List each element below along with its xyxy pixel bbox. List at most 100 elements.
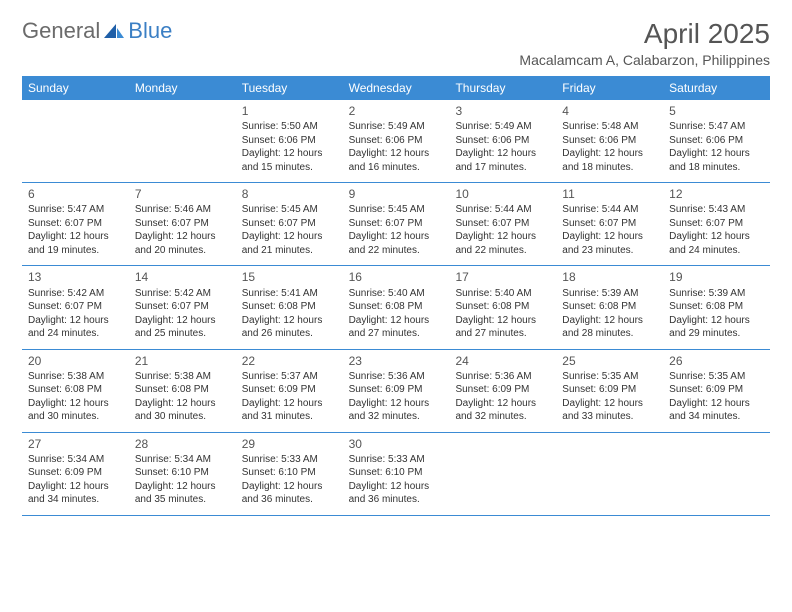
- day-number: 25: [562, 353, 657, 369]
- day-info-line: Sunrise: 5:35 AM: [562, 370, 657, 384]
- day-cell: 25Sunrise: 5:35 AMSunset: 6:09 PMDayligh…: [556, 350, 663, 432]
- day-info-line: Daylight: 12 hours: [242, 147, 337, 161]
- day-info-line: and 15 minutes.: [242, 161, 337, 175]
- day-cell: 2Sunrise: 5:49 AMSunset: 6:06 PMDaylight…: [343, 100, 450, 182]
- day-info-line: and 33 minutes.: [562, 410, 657, 424]
- day-cell: [449, 433, 556, 515]
- week-row: 6Sunrise: 5:47 AMSunset: 6:07 PMDaylight…: [22, 183, 770, 266]
- week-row: 27Sunrise: 5:34 AMSunset: 6:09 PMDayligh…: [22, 433, 770, 516]
- weekday-header-cell: Tuesday: [236, 76, 343, 100]
- day-info-line: Sunrise: 5:47 AM: [28, 203, 123, 217]
- day-info-line: Daylight: 12 hours: [349, 147, 444, 161]
- day-info-line: Daylight: 12 hours: [669, 230, 764, 244]
- header: General Blue April 2025 Macalamcam A, Ca…: [22, 18, 770, 68]
- day-info-line: Sunset: 6:07 PM: [455, 217, 550, 231]
- day-cell: 29Sunrise: 5:33 AMSunset: 6:10 PMDayligh…: [236, 433, 343, 515]
- day-info-line: Sunset: 6:06 PM: [562, 134, 657, 148]
- day-cell: 10Sunrise: 5:44 AMSunset: 6:07 PMDayligh…: [449, 183, 556, 265]
- day-info-line: Sunset: 6:08 PM: [28, 383, 123, 397]
- day-info-line: Daylight: 12 hours: [28, 480, 123, 494]
- day-info-line: and 28 minutes.: [562, 327, 657, 341]
- day-info-line: Daylight: 12 hours: [455, 230, 550, 244]
- day-cell: 30Sunrise: 5:33 AMSunset: 6:10 PMDayligh…: [343, 433, 450, 515]
- day-info-line: and 25 minutes.: [135, 327, 230, 341]
- day-info-line: Sunrise: 5:38 AM: [28, 370, 123, 384]
- day-cell: 28Sunrise: 5:34 AMSunset: 6:10 PMDayligh…: [129, 433, 236, 515]
- day-info-line: Daylight: 12 hours: [349, 230, 444, 244]
- day-info-line: Sunrise: 5:38 AM: [135, 370, 230, 384]
- day-number: 23: [349, 353, 444, 369]
- day-number: 9: [349, 186, 444, 202]
- day-cell: 23Sunrise: 5:36 AMSunset: 6:09 PMDayligh…: [343, 350, 450, 432]
- weekday-header-cell: Friday: [556, 76, 663, 100]
- day-info-line: Sunrise: 5:42 AM: [135, 287, 230, 301]
- day-cell: 12Sunrise: 5:43 AMSunset: 6:07 PMDayligh…: [663, 183, 770, 265]
- day-number: 24: [455, 353, 550, 369]
- day-cell: 11Sunrise: 5:44 AMSunset: 6:07 PMDayligh…: [556, 183, 663, 265]
- day-cell: [22, 100, 129, 182]
- day-info-line: and 20 minutes.: [135, 244, 230, 258]
- logo-text-general: General: [22, 18, 100, 44]
- weeks-container: 1Sunrise: 5:50 AMSunset: 6:06 PMDaylight…: [22, 100, 770, 516]
- day-number: 26: [669, 353, 764, 369]
- day-number: 4: [562, 103, 657, 119]
- day-info-line: Daylight: 12 hours: [28, 230, 123, 244]
- week-row: 1Sunrise: 5:50 AMSunset: 6:06 PMDaylight…: [22, 100, 770, 183]
- day-info-line: Daylight: 12 hours: [135, 397, 230, 411]
- day-info-line: Sunrise: 5:39 AM: [562, 287, 657, 301]
- day-info-line: and 29 minutes.: [669, 327, 764, 341]
- day-info-line: Sunset: 6:06 PM: [669, 134, 764, 148]
- day-number: 22: [242, 353, 337, 369]
- day-info-line: Sunset: 6:09 PM: [562, 383, 657, 397]
- day-info-line: Sunrise: 5:39 AM: [669, 287, 764, 301]
- day-info-line: Sunset: 6:08 PM: [455, 300, 550, 314]
- location-text: Macalamcam A, Calabarzon, Philippines: [519, 52, 770, 68]
- day-info-line: Sunrise: 5:37 AM: [242, 370, 337, 384]
- day-cell: 18Sunrise: 5:39 AMSunset: 6:08 PMDayligh…: [556, 266, 663, 348]
- day-info-line: Sunset: 6:10 PM: [242, 466, 337, 480]
- day-info-line: Daylight: 12 hours: [242, 230, 337, 244]
- day-cell: 4Sunrise: 5:48 AMSunset: 6:06 PMDaylight…: [556, 100, 663, 182]
- day-cell: 6Sunrise: 5:47 AMSunset: 6:07 PMDaylight…: [22, 183, 129, 265]
- day-number: 29: [242, 436, 337, 452]
- logo: General Blue: [22, 18, 172, 44]
- day-cell: [556, 433, 663, 515]
- day-info-line: Daylight: 12 hours: [669, 314, 764, 328]
- day-number: 12: [669, 186, 764, 202]
- day-info-line: and 22 minutes.: [349, 244, 444, 258]
- day-info-line: and 19 minutes.: [28, 244, 123, 258]
- day-cell: 7Sunrise: 5:46 AMSunset: 6:07 PMDaylight…: [129, 183, 236, 265]
- day-info-line: Sunset: 6:10 PM: [349, 466, 444, 480]
- day-info-line: and 36 minutes.: [242, 493, 337, 507]
- day-info-line: and 27 minutes.: [455, 327, 550, 341]
- day-info-line: Sunset: 6:07 PM: [562, 217, 657, 231]
- day-info-line: Sunset: 6:09 PM: [28, 466, 123, 480]
- day-info-line: Sunrise: 5:45 AM: [349, 203, 444, 217]
- day-info-line: Daylight: 12 hours: [349, 397, 444, 411]
- weekday-header-row: SundayMondayTuesdayWednesdayThursdayFrid…: [22, 76, 770, 100]
- day-info-line: and 30 minutes.: [135, 410, 230, 424]
- day-number: 18: [562, 269, 657, 285]
- day-number: 11: [562, 186, 657, 202]
- day-cell: 21Sunrise: 5:38 AMSunset: 6:08 PMDayligh…: [129, 350, 236, 432]
- day-cell: 8Sunrise: 5:45 AMSunset: 6:07 PMDaylight…: [236, 183, 343, 265]
- day-info-line: Daylight: 12 hours: [135, 314, 230, 328]
- day-number: 5: [669, 103, 764, 119]
- day-info-line: Sunset: 6:07 PM: [135, 300, 230, 314]
- day-cell: 27Sunrise: 5:34 AMSunset: 6:09 PMDayligh…: [22, 433, 129, 515]
- day-number: 30: [349, 436, 444, 452]
- day-info-line: Sunset: 6:09 PM: [242, 383, 337, 397]
- day-info-line: Daylight: 12 hours: [242, 480, 337, 494]
- day-cell: 19Sunrise: 5:39 AMSunset: 6:08 PMDayligh…: [663, 266, 770, 348]
- day-info-line: Sunrise: 5:33 AM: [349, 453, 444, 467]
- day-info-line: Sunrise: 5:36 AM: [455, 370, 550, 384]
- day-info-line: Sunrise: 5:49 AM: [349, 120, 444, 134]
- day-cell: 16Sunrise: 5:40 AMSunset: 6:08 PMDayligh…: [343, 266, 450, 348]
- day-number: 28: [135, 436, 230, 452]
- day-info-line: Sunrise: 5:45 AM: [242, 203, 337, 217]
- logo-sail-icon: [102, 22, 126, 40]
- day-number: 17: [455, 269, 550, 285]
- weekday-header-cell: Sunday: [22, 76, 129, 100]
- day-info-line: and 21 minutes.: [242, 244, 337, 258]
- day-info-line: Sunrise: 5:41 AM: [242, 287, 337, 301]
